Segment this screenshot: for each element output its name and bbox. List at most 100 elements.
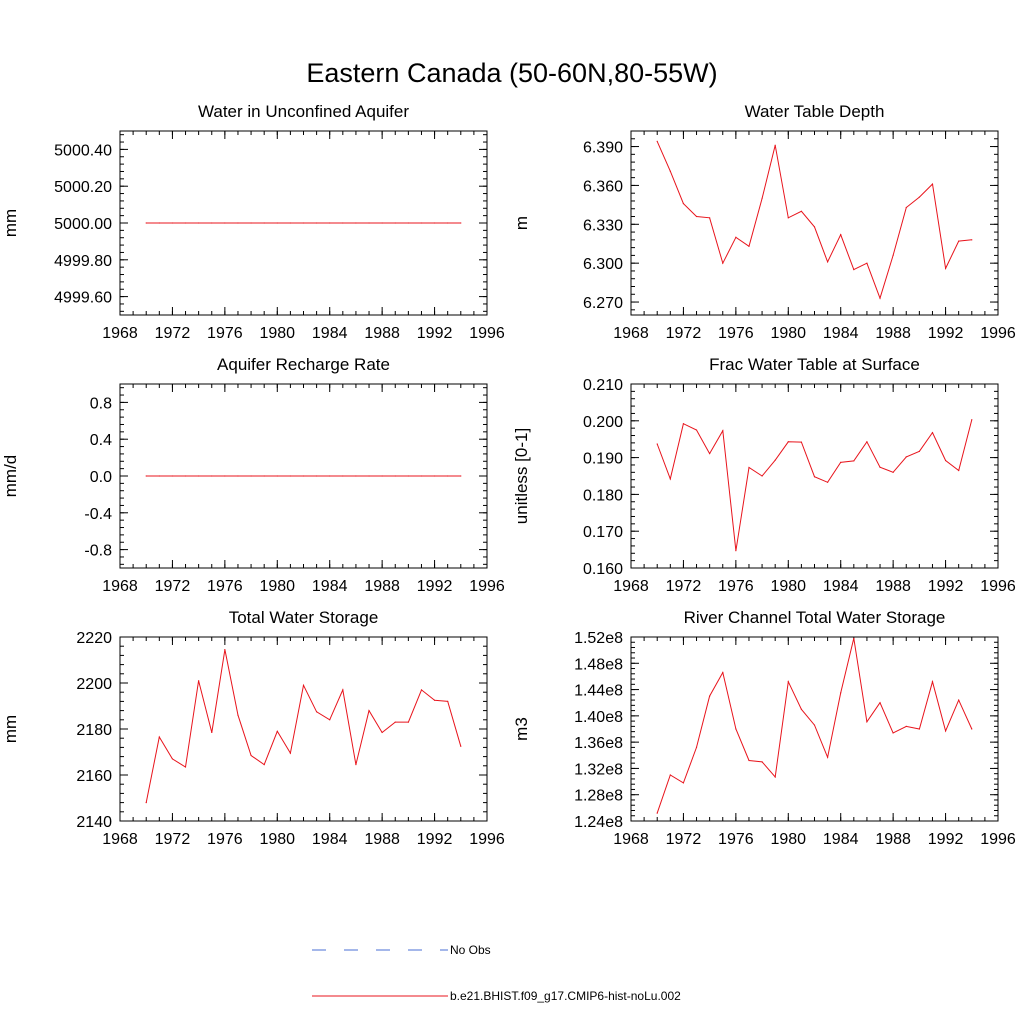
data-point — [368, 222, 370, 224]
y-tick-label: 0.160 — [583, 561, 623, 578]
data-point — [394, 475, 396, 477]
data-point — [774, 144, 776, 146]
y-tick-label: 1.48e8 — [574, 656, 623, 673]
series-line — [656, 638, 973, 814]
x-tick-label: 1988 — [364, 831, 400, 848]
data-point — [774, 459, 776, 461]
x-tick-label: 1976 — [207, 831, 243, 848]
data-point — [420, 689, 423, 691]
data-point — [289, 752, 291, 754]
data-point — [813, 476, 816, 478]
data-point — [905, 206, 907, 209]
data-point — [761, 475, 763, 477]
data-point — [433, 699, 436, 701]
data-point — [289, 222, 291, 224]
data-point — [250, 754, 252, 757]
data-point — [918, 196, 920, 198]
y-axis-label: m — [512, 216, 531, 230]
data-point — [342, 222, 344, 224]
x-tick-label: 1988 — [875, 325, 911, 342]
y-tick-label: 0.4 — [90, 432, 112, 449]
y-tick-label: 1.24e8 — [574, 814, 623, 831]
y-tick-label: 6.300 — [583, 256, 623, 273]
y-tick-label: 2200 — [76, 676, 112, 693]
data-point — [656, 812, 658, 814]
data-point — [879, 702, 881, 704]
x-tick-label: 1976 — [718, 831, 754, 848]
x-tick-label: 1992 — [417, 578, 453, 595]
plot-frame — [630, 130, 999, 316]
data-point — [971, 419, 973, 421]
y-tick-label: 0.200 — [583, 414, 623, 431]
data-point — [669, 170, 671, 172]
y-tick-label: -0.8 — [84, 543, 112, 560]
data-point — [800, 441, 802, 443]
y-axis-label: mm/d — [1, 455, 20, 498]
x-tick-label: 1968 — [102, 325, 138, 342]
legend-model-label: b.e21.BHIST.f09_g17.CMIP6-hist-noLu.002 — [450, 989, 681, 1003]
data-point — [302, 684, 305, 686]
data-point — [145, 222, 147, 224]
data-point — [787, 217, 789, 219]
data-point — [368, 475, 370, 477]
data-point — [447, 475, 449, 477]
data-point — [355, 764, 357, 766]
data-point — [184, 475, 187, 477]
panel-title: Aquifer Recharge Rate — [217, 355, 390, 374]
data-point — [709, 217, 711, 219]
data-point — [840, 461, 842, 463]
data-point — [250, 475, 252, 477]
chart-panel-5: Total Water Storage 1968 1972 1976 1980 1984 1… — [1, 608, 505, 848]
data-point — [761, 761, 763, 763]
data-point — [316, 222, 318, 224]
data-point — [866, 721, 868, 723]
legend: No Obs b.e21.BHIST.f09_g17.CMIP6-hist-no… — [312, 943, 681, 1003]
x-tick-label: 1992 — [928, 578, 964, 595]
y-axis-label: mm — [1, 715, 20, 743]
data-point — [682, 423, 685, 425]
data-point — [722, 430, 724, 432]
data-point — [787, 681, 789, 683]
y-tick-label: 5000.40 — [54, 142, 112, 159]
data-point — [748, 245, 750, 247]
x-tick-label: 1972 — [155, 578, 191, 595]
plot-frame — [630, 636, 999, 822]
data-point — [211, 731, 213, 734]
data-point — [447, 222, 449, 224]
y-tick-label: 1.52e8 — [574, 630, 623, 647]
data-point — [944, 267, 947, 269]
data-point — [735, 236, 737, 238]
page-title: Eastern Canada (50-60N,80-55W) — [306, 58, 717, 88]
data-point — [145, 475, 147, 477]
data-point — [879, 466, 881, 468]
x-tick-label: 1988 — [875, 578, 911, 595]
data-point — [800, 708, 802, 710]
data-point — [433, 222, 436, 224]
data-point — [381, 475, 383, 477]
data-point — [971, 728, 973, 730]
data-point — [342, 689, 344, 691]
y-tick-label: 2180 — [76, 722, 112, 739]
panel-title: Total Water Storage — [229, 608, 379, 627]
data-point — [709, 452, 711, 455]
data-point — [735, 728, 737, 730]
data-point — [800, 210, 802, 212]
data-point — [840, 692, 842, 694]
data-point — [748, 466, 750, 469]
y-tick-label: 4999.60 — [54, 290, 112, 307]
data-point — [827, 756, 829, 758]
data-point — [302, 222, 305, 224]
x-tick-label: 1992 — [928, 831, 964, 848]
y-tick-label: 6.270 — [583, 295, 623, 312]
y-tick-label: 6.360 — [583, 178, 623, 195]
data-point — [695, 746, 698, 749]
y-tick-label: 0.170 — [583, 524, 623, 541]
data-point — [420, 222, 423, 224]
data-point — [958, 469, 960, 472]
data-point — [198, 680, 200, 682]
y-axis-label: mm — [1, 209, 20, 237]
data-point — [198, 475, 200, 477]
data-point — [224, 222, 226, 224]
data-point — [263, 222, 265, 224]
data-point — [669, 478, 671, 480]
